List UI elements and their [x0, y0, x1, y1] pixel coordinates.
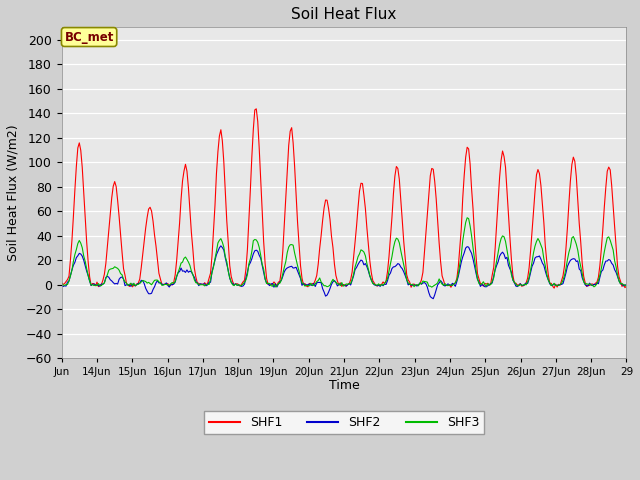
SHF2	[429, 296, 437, 301]
SHF1	[349, 254, 357, 260]
SHF2	[623, 282, 630, 288]
SHF1	[95, 284, 102, 289]
SHF1	[546, 280, 554, 286]
Text: BC_met: BC_met	[65, 31, 114, 44]
Title: Soil Heat Flux: Soil Heat Flux	[291, 7, 397, 22]
SHF1	[77, 147, 84, 153]
SHF1	[623, 283, 630, 289]
Line: SHF2: SHF2	[61, 246, 627, 299]
SHF2	[547, 283, 555, 288]
Y-axis label: Soil Heat Flux (W/m2): Soil Heat Flux (W/m2)	[7, 124, 20, 261]
X-axis label: Time: Time	[328, 379, 360, 392]
SHF3	[463, 215, 471, 221]
SHF3	[623, 284, 630, 289]
SHF1	[58, 280, 65, 286]
SHF3	[621, 282, 628, 288]
SHF2	[217, 243, 225, 249]
SHF2	[95, 283, 102, 288]
SHF2	[621, 282, 628, 288]
Line: SHF1: SHF1	[61, 109, 627, 288]
SHF1	[621, 285, 628, 290]
SHF2	[58, 282, 65, 288]
SHF2	[463, 244, 471, 250]
SHF3	[95, 281, 102, 287]
SHF3	[348, 277, 356, 283]
SHF3	[58, 280, 65, 286]
SHF1	[462, 154, 470, 160]
Legend: SHF1, SHF2, SHF3: SHF1, SHF2, SHF3	[204, 411, 484, 434]
SHF3	[462, 219, 470, 225]
SHF3	[77, 240, 84, 246]
SHF1	[550, 285, 558, 291]
SHF2	[349, 273, 357, 279]
SHF3	[428, 284, 436, 290]
SHF1	[252, 106, 260, 112]
SHF2	[77, 251, 84, 257]
SHF3	[547, 283, 555, 288]
Line: SHF3: SHF3	[61, 218, 627, 287]
